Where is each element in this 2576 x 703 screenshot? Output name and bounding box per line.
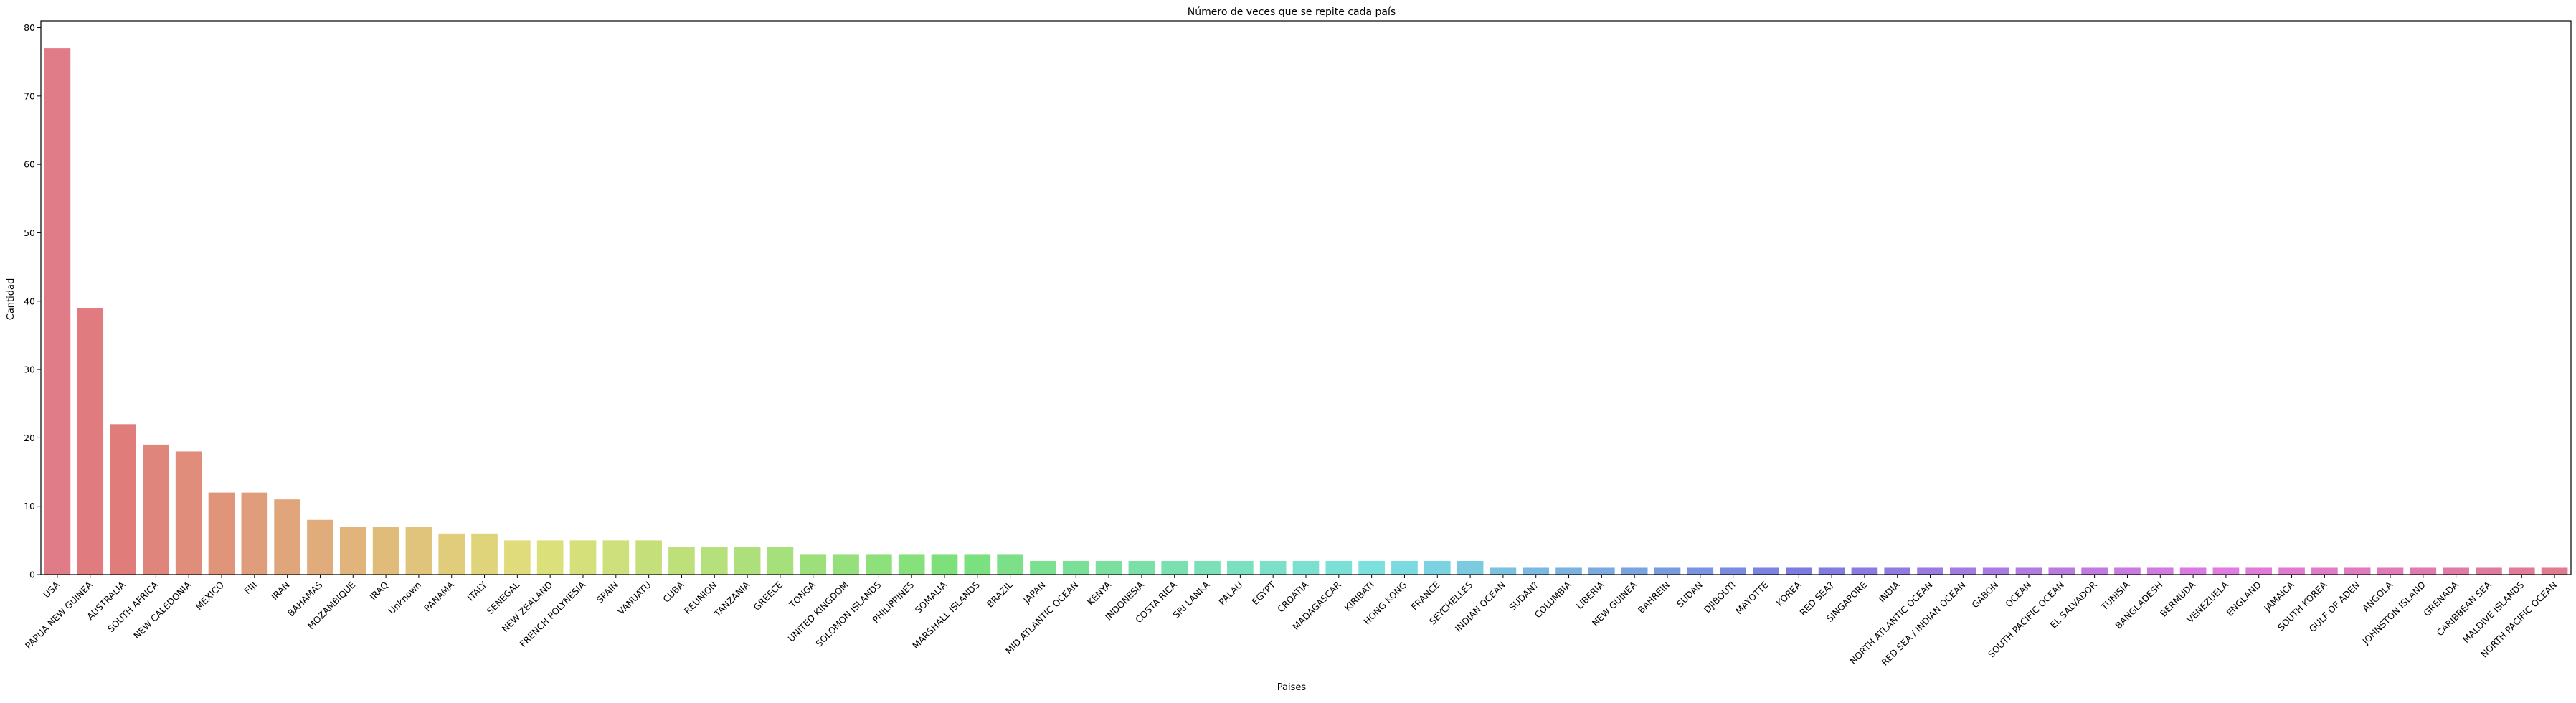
y-tick-label: 10 (24, 501, 35, 511)
y-tick-label: 50 (24, 227, 35, 238)
bar (2377, 567, 2404, 575)
bar (1654, 567, 1681, 575)
bar (1884, 567, 1911, 575)
bar (471, 533, 498, 575)
bar (668, 547, 695, 575)
bar (307, 519, 333, 575)
bar (2179, 567, 2207, 575)
bar (1753, 567, 1779, 575)
bar (602, 540, 630, 575)
bar (2410, 567, 2437, 575)
bar (143, 444, 169, 575)
bar (734, 547, 761, 575)
bar (2245, 567, 2273, 575)
bar (1194, 560, 1221, 575)
bar (372, 527, 399, 575)
bar (800, 554, 827, 575)
y-tick-label: 20 (24, 433, 35, 443)
plot-frame (40, 20, 2572, 575)
bar (1555, 567, 1582, 575)
y-tick-label: 40 (24, 296, 35, 306)
bar (504, 540, 531, 575)
bar (2114, 567, 2141, 575)
bar (767, 547, 794, 575)
bar (2443, 567, 2469, 575)
bar (2541, 567, 2568, 575)
bar (274, 499, 300, 575)
bar (569, 540, 597, 575)
bar (438, 533, 465, 575)
bar (2344, 567, 2371, 575)
bar (866, 554, 892, 575)
bar (1588, 567, 1615, 575)
bar (1818, 567, 1845, 575)
bar (1785, 567, 1812, 575)
bar (1358, 560, 1385, 575)
y-tick-label: 80 (24, 22, 35, 33)
bar (2311, 567, 2338, 575)
bar (2508, 567, 2535, 575)
bar (997, 554, 1023, 575)
bar (931, 554, 958, 575)
bar (2278, 567, 2305, 575)
y-tick-label: 30 (24, 364, 35, 375)
bar (1259, 560, 1287, 575)
bar (701, 547, 728, 575)
y-axis-label: Cantidad (6, 278, 16, 320)
y-tick-label: 60 (24, 159, 35, 170)
bar (1621, 567, 1648, 575)
bar (1128, 560, 1155, 575)
bar (1457, 560, 1484, 575)
bar (2146, 567, 2174, 575)
bar (1950, 567, 1976, 575)
bar (2015, 567, 2042, 575)
bar (536, 540, 564, 575)
bar (1424, 560, 1451, 575)
bar (175, 451, 202, 575)
bar (1161, 560, 1188, 575)
y-axis: 0 10 20 30 40 50 60 70 80 (24, 22, 41, 580)
x-axis-label: Paises (1277, 682, 1307, 693)
bar (1030, 560, 1056, 575)
bar (110, 424, 136, 575)
bar (2081, 567, 2108, 575)
bar (1720, 567, 1746, 575)
bar (241, 492, 268, 575)
bar (339, 527, 366, 575)
bar (1490, 567, 1517, 575)
bar (898, 554, 925, 575)
bar (2476, 567, 2502, 575)
bar (1062, 560, 1089, 575)
bar (1292, 560, 1320, 575)
bar (1325, 560, 1353, 575)
y-tick-label: 70 (24, 90, 35, 101)
chart-title: Número de veces que se repite cada país (1188, 6, 1396, 18)
bar (1227, 560, 1254, 575)
bar (208, 492, 235, 575)
bar (635, 540, 662, 575)
bar (1095, 560, 1122, 575)
bar (964, 554, 991, 575)
bar (44, 48, 71, 575)
y-tick-label: 0 (29, 570, 35, 580)
bar (1391, 560, 1418, 575)
bar (405, 527, 432, 575)
bar (1917, 567, 1943, 575)
bar (1851, 567, 1878, 575)
bar (2212, 567, 2240, 575)
bar (1687, 567, 1714, 575)
bar (1982, 567, 2009, 575)
bar (1523, 567, 1550, 575)
bar (2048, 567, 2075, 575)
bars-layer (44, 48, 2568, 575)
bar (833, 554, 859, 575)
bar (77, 308, 104, 575)
